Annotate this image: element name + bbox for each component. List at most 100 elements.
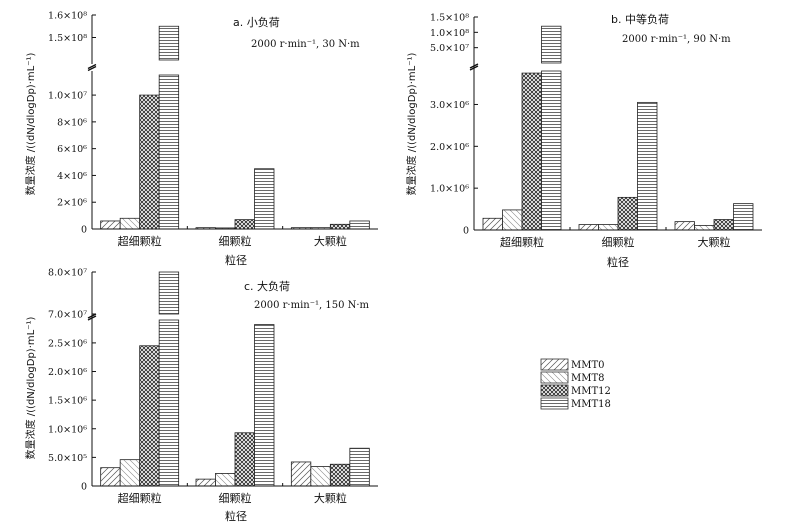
y-tick-label: 7.0×10⁷ [48,310,87,321]
bar-mmt18-1-lower [158,319,180,487]
bar-mmt12-3 [329,463,351,487]
bar-mmt18-3 [349,447,370,487]
y-tick-label: 0 [81,225,87,236]
axis-break-mark [87,65,97,72]
legend-swatch-mmt8 [540,371,569,384]
panel-a-xlabel: 粒径 [225,253,247,267]
panel-b-subtitle: 2000 r·min⁻¹, 90 N·m [622,34,731,45]
panel-b-ylabel: 数量浓度 /((dN/dlogDp)·mL⁻¹) [405,53,418,196]
y-tick-label: 2.0×10⁶ [48,367,87,378]
bar-mmt8-1 [119,217,141,230]
y-tick-label: 2.5×10⁶ [48,338,87,349]
y-tick-label: 2×10⁶ [57,198,87,209]
bar-mmt18-3 [733,203,754,231]
panel-c-ylabel: 数量浓度 /((dN/dlogDp)·mL⁻¹) [24,317,37,460]
y-tick-label: 0 [81,482,87,493]
axis-break-mark [469,63,479,69]
bar-mmt0-1 [100,220,121,230]
bar-mmt18-2 [637,101,658,231]
bar-mmt18-3 [349,220,370,230]
bar-mmt12-1 [139,345,160,487]
panel-b-xlabel: 粒径 [607,255,629,269]
x-tick-label: 超细颗粒 [500,235,544,249]
y-tick-label: 1.5×10⁶ [48,396,87,407]
y-tick-label: 1.0×10⁷ [48,91,87,102]
panel-a-ylabel: 数量浓度 /((dN/dlogDp)·mL⁻¹) [24,53,37,196]
y-tick-label: 0 [463,226,469,237]
bar-mmt12-3 [329,223,351,230]
bar-mmt0-1 [100,467,121,487]
bar-mmt8-2 [598,224,619,231]
bar-mmt8-1 [502,209,523,231]
x-tick-label: 大颗粒 [314,491,347,505]
x-tick-label: 细颗粒 [602,235,635,249]
legend-label-mmt12: MMT12 [571,386,611,397]
x-tick-label: 超细颗粒 [118,234,162,248]
legend-label-mmt0: MMT0 [571,360,605,371]
bar-mmt12-1 [139,94,160,230]
y-tick-label: 1.0×10⁶ [48,424,87,435]
axis-break-mark [87,315,97,321]
panel-a-title: a. 小负荷 [233,15,280,29]
bar-mmt8-1 [119,459,141,487]
bar-mmt18-2 [254,324,275,487]
y-tick-label: 8.0×10⁷ [48,268,87,279]
legend-swatch-mmt0 [540,358,569,371]
legend-entry-mmt0: MMT0 [540,358,605,371]
y-tick-label: 3.0×10⁶ [430,100,469,111]
y-tick-label: 5.0×10⁷ [430,43,469,54]
bar-mmt0-2 [578,224,599,231]
legend-label-mmt8: MMT8 [571,373,605,384]
panel-c-xlabel: 粒径 [225,509,247,523]
x-tick-label: 超细颗粒 [118,491,162,505]
bar-mmt12-2 [234,219,255,230]
bar-mmt0-2 [195,478,216,487]
bar-mmt18-1-upper [158,25,180,61]
bar-mmt18-1-lower [541,70,562,231]
legend-entry-mmt8: MMT8 [540,371,605,384]
y-tick-label: 1.0×10⁸ [430,28,469,39]
y-tick-label: 1.0×10⁶ [430,184,469,195]
panel-a: a. 小负荷 2000 r·min⁻¹, 30 N·m 数量浓度 /((dN/d… [24,11,378,267]
bar-mmt12-2 [617,196,638,231]
y-tick-label: 6×10⁶ [57,144,87,155]
panel-b: b. 中等负荷 2000 r·min⁻¹, 90 N·m 数量浓度 /((dN/… [405,12,762,269]
bar-mmt8-3 [310,466,331,487]
x-tick-label: 大颗粒 [314,234,347,248]
x-tick-label: 细颗粒 [219,491,252,505]
panel-b-title: b. 中等负荷 [611,12,669,26]
y-tick-label: 5.0×10⁵ [48,453,87,464]
bar-mmt0-3 [290,461,312,487]
legend-swatch-mmt18 [540,397,569,410]
bar-mmt18-1-lower [158,74,180,230]
axis-break-mark [87,63,97,70]
legend: MMT0 MMT8 MMT12 MMT18 [540,358,611,410]
panel-c: c. 大负荷 2000 r·min⁻¹, 150 N·m 数量浓度 /((dN/… [24,268,378,523]
legend-swatch-mmt12 [540,384,569,397]
x-tick-label: 细颗粒 [219,234,252,248]
bar-mmt12-2 [234,432,255,487]
bar-mmt18-2 [254,168,275,230]
bar-mmt8-3 [694,224,715,231]
bar-mmt0-1 [482,217,503,231]
bar-mmt18-1-upper [541,25,562,64]
legend-label-mmt18: MMT18 [571,399,611,410]
x-tick-label: 大颗粒 [698,235,731,249]
bar-mmt18-1-upper [158,271,180,315]
y-tick-label: 1.6×10⁸ [48,11,87,22]
panel-c-subtitle: 2000 r·min⁻¹, 150 N·m [254,300,370,311]
y-tick-label: 4×10⁶ [57,171,87,182]
panel-a-subtitle: 2000 r·min⁻¹, 30 N·m [251,39,360,50]
panel-c-title: c. 大负荷 [244,279,290,293]
legend-entry-mmt18: MMT18 [540,397,611,410]
y-tick-label: 1.5×10⁸ [48,33,87,44]
bar-mmt8-2 [215,473,236,487]
axis-break-mark [87,313,97,319]
y-tick-label: 8×10⁶ [57,117,87,128]
axis-break-mark [469,65,479,71]
legend-entry-mmt12: MMT12 [540,384,611,397]
bar-mmt12-1 [521,72,542,231]
y-tick-label: 2.0×10⁶ [430,142,469,153]
y-tick-label: 1.5×10⁸ [430,13,469,24]
